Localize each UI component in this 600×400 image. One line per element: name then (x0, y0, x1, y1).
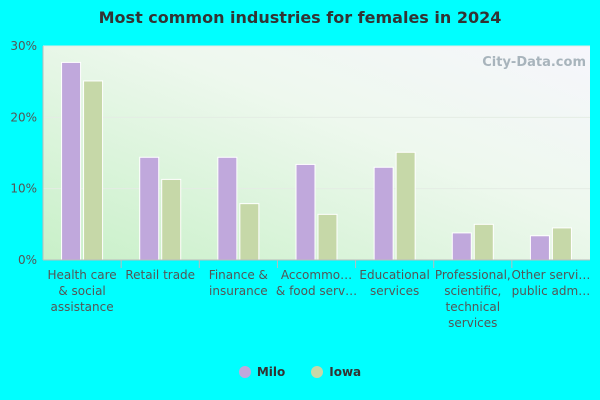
y-tick-label: 10% (10, 182, 37, 196)
plot-area (43, 46, 590, 260)
bar-milo (217, 156, 238, 261)
y-tick-label: 0% (18, 253, 37, 267)
legend: Milo Iowa (0, 365, 600, 379)
bar-iowa (239, 203, 260, 261)
x-category-label: Professional, scientific, technical service… (435, 268, 511, 330)
bar-iowa (317, 213, 338, 261)
bar-iowa (551, 227, 572, 261)
chart-title: Most common industries for females in 20… (98, 8, 502, 27)
x-category-label: Other servi… public adm… (511, 268, 590, 298)
legend-swatch-milo (238, 366, 251, 378)
legend-label-iowa: Iowa (329, 365, 362, 379)
legend-item-iowa: Iowa (311, 365, 361, 379)
legend-label-milo: Milo (256, 365, 286, 379)
bar-iowa (395, 151, 416, 261)
y-tick-label: 30% (10, 39, 37, 53)
bar-iowa (161, 178, 182, 261)
x-category-label: Health care & social assistance (47, 268, 116, 314)
x-category-label: Retail trade (125, 268, 195, 282)
watermark: City-Data.com (482, 55, 586, 70)
bar-milo (373, 166, 394, 261)
legend-item-milo: Milo (238, 365, 286, 379)
x-axis: Health care & social assistance Retail trad… (43, 259, 590, 330)
bar-iowa (83, 80, 104, 261)
x-category-label: Finance & insurance (209, 268, 268, 298)
bar-milo (139, 156, 160, 261)
bar-iowa (473, 223, 494, 261)
y-tick-label: 20% (10, 110, 37, 124)
bar-milo (529, 235, 550, 261)
bar-milo (61, 61, 82, 261)
y-axis: 0% 10% 20% 30% (10, 39, 44, 267)
x-category-label: Educational services (359, 268, 429, 298)
bar-milo (451, 232, 472, 261)
x-category-label: Accommo… & food serv… (276, 268, 357, 298)
bars (61, 61, 572, 261)
legend-swatch-iowa (311, 366, 324, 378)
bar-milo (295, 163, 316, 261)
gridlines (43, 45, 590, 190)
